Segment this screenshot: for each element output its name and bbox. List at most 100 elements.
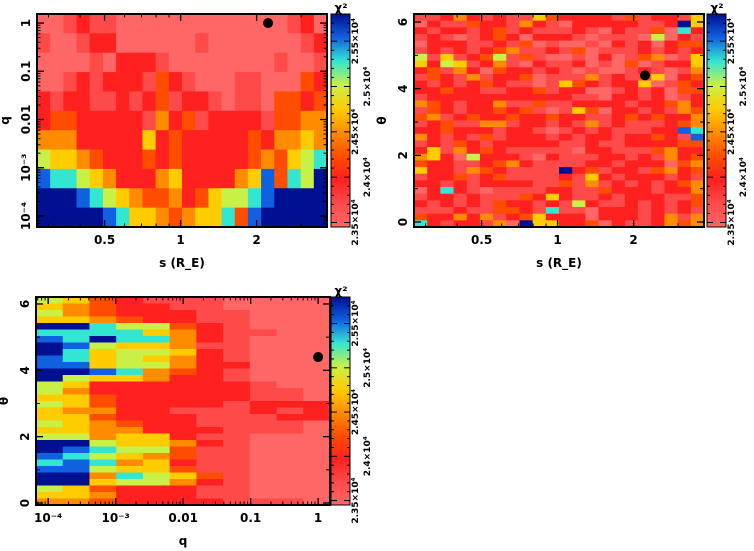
heatmap-cell	[677, 60, 692, 68]
heatmap-cell	[50, 207, 64, 228]
heatmap-cell	[466, 133, 481, 142]
x-tick-label: 2	[629, 233, 637, 247]
heatmap-cell	[169, 472, 197, 480]
heatmap-cell	[598, 47, 613, 55]
heatmap-cell	[572, 120, 586, 128]
heatmap-cell	[690, 67, 705, 75]
heatmap-cell	[313, 52, 328, 73]
heatmap-cell	[479, 187, 494, 195]
heatmap-cell	[261, 72, 275, 93]
heatmap-cell	[116, 368, 144, 376]
heatmap-cell	[182, 130, 196, 151]
heatmap-cell	[440, 120, 455, 128]
heatmap-cell	[276, 323, 304, 331]
heatmap-cell	[532, 47, 547, 55]
heatmap-cell	[690, 14, 705, 22]
heatmap-cell	[453, 93, 468, 102]
heatmap-cell	[624, 140, 639, 148]
heatmap-cell	[427, 107, 441, 115]
heatmap-cell	[466, 20, 481, 28]
heatmap-cell	[532, 147, 547, 155]
heatmap-cell	[37, 110, 51, 131]
heatmap-cell	[89, 149, 104, 170]
heatmap-cell	[116, 407, 144, 415]
heatmap-cell	[221, 72, 236, 93]
heatmap-cell	[506, 120, 521, 128]
heatmap-cell	[208, 168, 223, 189]
heatmap-cell	[142, 168, 157, 189]
heatmap-cell	[532, 14, 547, 22]
heatmap-cell	[572, 93, 586, 102]
heatmap-cell	[196, 394, 224, 402]
heatmap-cell	[519, 120, 534, 128]
heatmap-cell	[479, 173, 494, 182]
heatmap-cell	[142, 342, 171, 350]
heatmap-cell	[274, 33, 289, 54]
heatmap-cell	[572, 40, 586, 48]
heatmap-cell	[651, 73, 666, 82]
heatmap-cell	[116, 420, 144, 428]
heatmap-cell	[208, 207, 223, 228]
heatmap-cell	[532, 27, 547, 35]
heatmap-cell	[76, 110, 91, 131]
heatmap-cell	[414, 207, 428, 215]
heatmap-cell	[651, 193, 666, 201]
heatmap-cell	[519, 80, 534, 88]
plot-frame	[36, 13, 328, 228]
heatmap-cell	[598, 160, 613, 168]
heatmap-cell	[89, 303, 117, 311]
heatmap-cell	[479, 200, 494, 208]
heatmap-cell	[142, 388, 171, 396]
heatmap-cell	[102, 72, 117, 93]
heatmap-cell	[196, 381, 224, 389]
heatmap-cell	[466, 173, 481, 182]
heatmap-cell	[519, 140, 534, 148]
heatmap-cell	[155, 52, 170, 73]
heatmap-cell	[247, 149, 262, 170]
heatmap-cell	[63, 130, 78, 151]
heatmap-cell	[116, 427, 144, 435]
heatmap-cell	[532, 40, 547, 48]
colorbar-label: χ²	[335, 1, 348, 15]
heatmap-cell	[195, 188, 209, 209]
heatmap-cell	[247, 14, 262, 34]
heatmap-cell	[300, 72, 315, 93]
heatmap-cell	[690, 60, 705, 68]
heatmap-cell	[221, 188, 236, 209]
heatmap-cell	[276, 349, 304, 357]
heatmap-cell	[506, 87, 521, 95]
heatmap-cell	[427, 180, 441, 188]
heatmap-cell	[651, 20, 666, 28]
heatmap-cell	[102, 14, 117, 34]
heatmap-cell	[155, 149, 170, 170]
heatmap-cell	[598, 14, 613, 22]
heatmap-cell	[303, 492, 331, 500]
colorbar-tick-label: 2.4×10⁴	[739, 157, 749, 197]
heatmap-cell	[545, 147, 560, 155]
heatmap-cell	[611, 67, 626, 75]
heatmap-cell	[116, 310, 144, 318]
heatmap-cell	[142, 130, 157, 151]
heatmap-cell	[142, 316, 171, 324]
heatmap-cell	[545, 120, 560, 128]
heatmap-cell	[89, 394, 117, 402]
heatmap-cell	[559, 73, 573, 82]
heatmap-cell	[545, 33, 560, 42]
heatmap-cell	[234, 207, 249, 228]
heatmap-cell	[36, 459, 64, 467]
heatmap-cell	[690, 173, 705, 182]
heatmap-cell	[303, 394, 331, 402]
heatmap-cell	[37, 91, 51, 112]
heatmap-cell	[414, 27, 428, 35]
heatmap-cell	[440, 213, 455, 221]
heatmap-cell	[427, 67, 441, 75]
heatmap-cell	[545, 53, 560, 62]
heatmap-cell	[76, 72, 91, 93]
heatmap-cell	[690, 200, 705, 208]
colorbar-tick-label: 2.4×10⁴	[363, 157, 373, 197]
heatmap-cell	[313, 168, 328, 189]
heatmap-cell	[195, 168, 209, 189]
heatmap-cell	[651, 80, 666, 88]
heatmap-cell	[182, 110, 196, 131]
